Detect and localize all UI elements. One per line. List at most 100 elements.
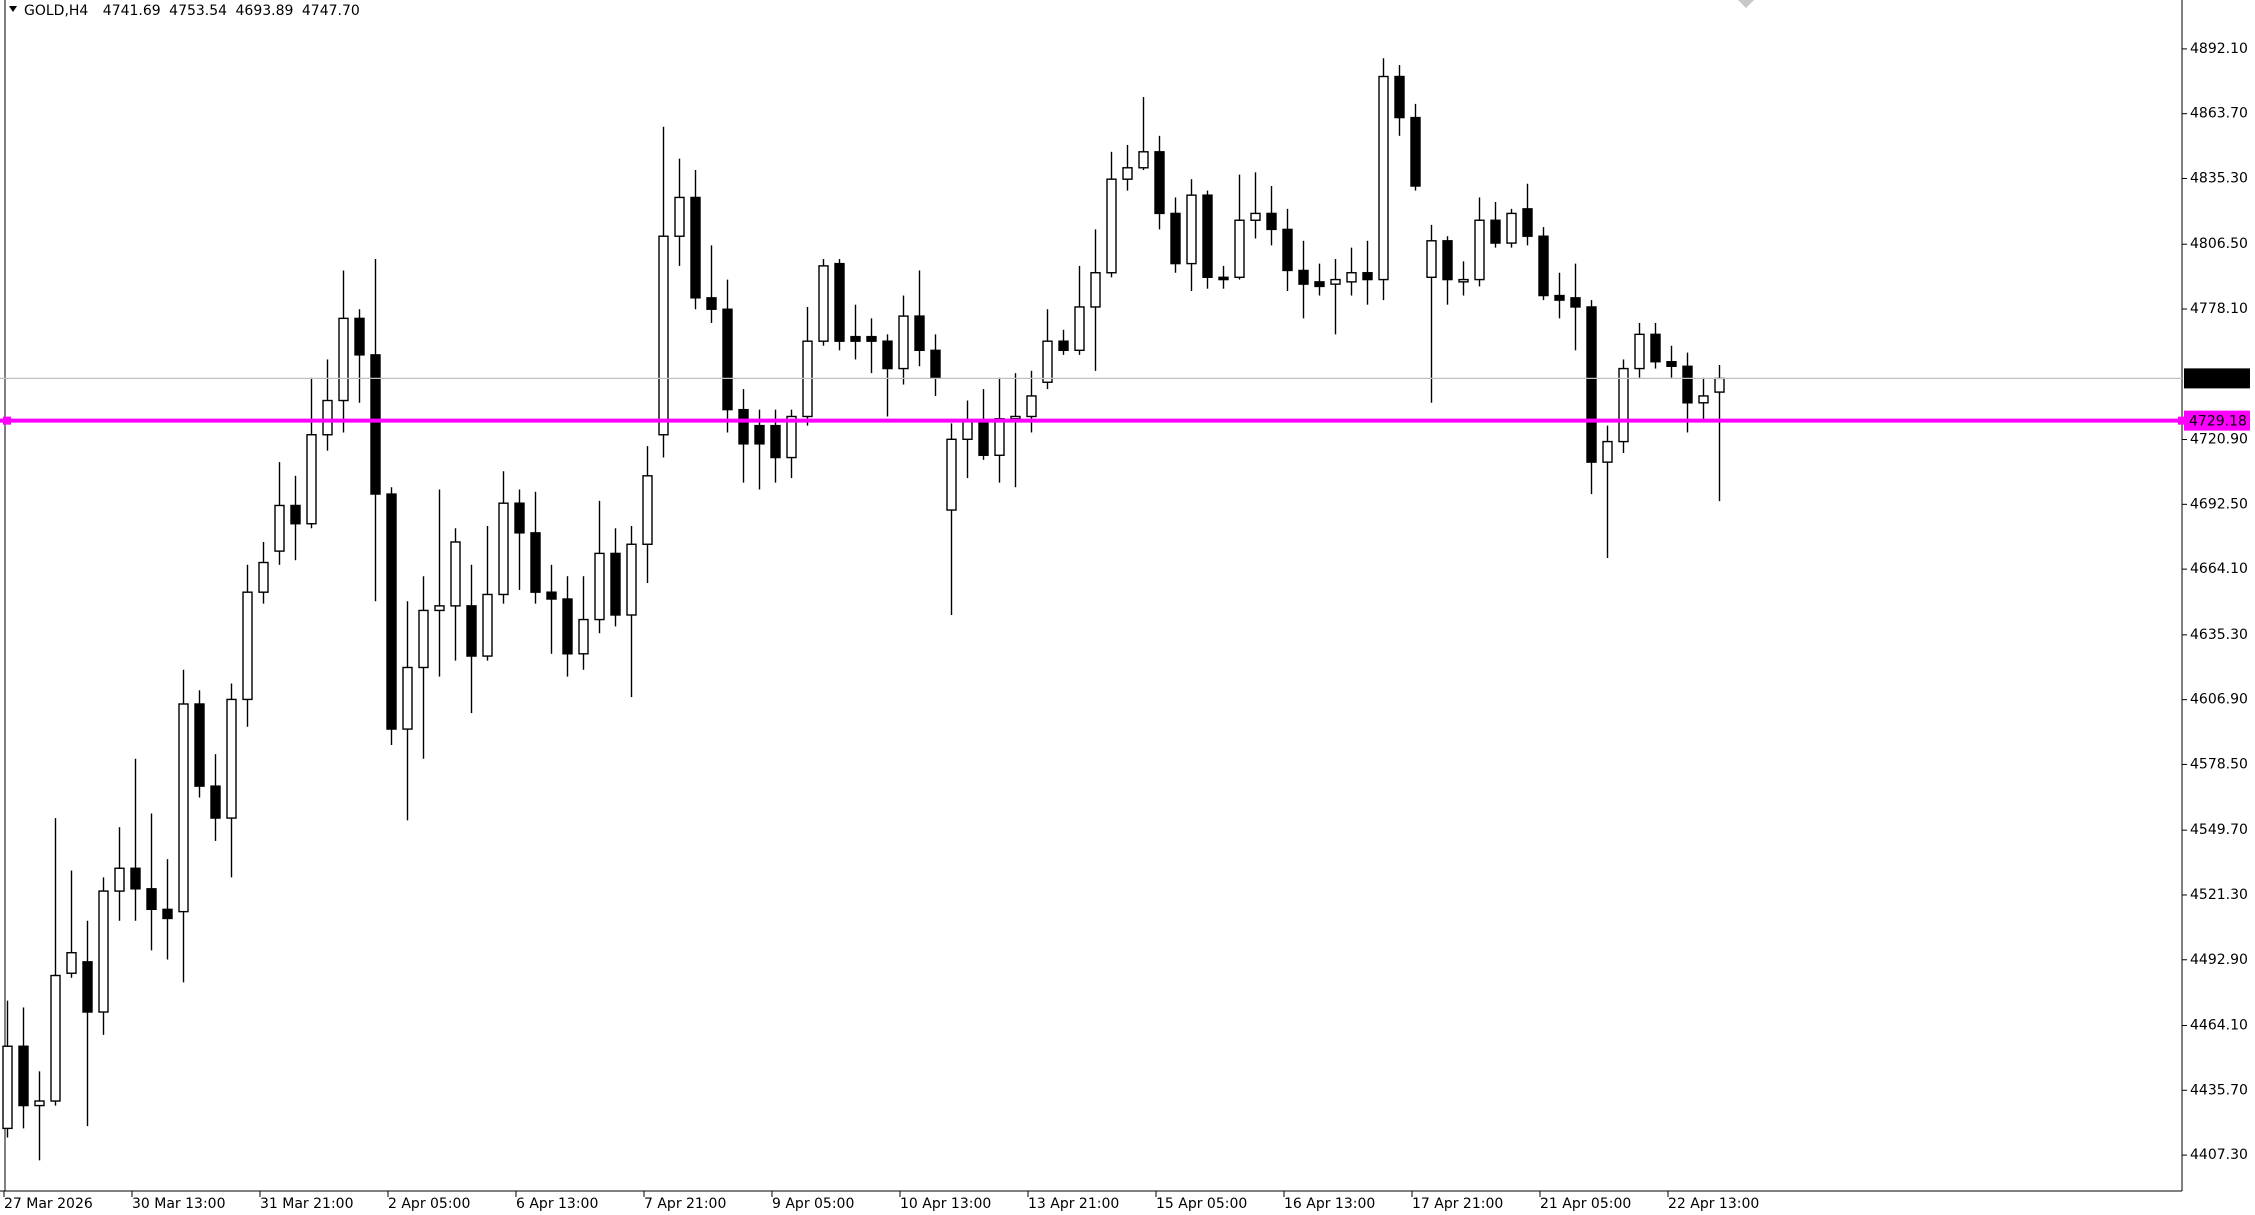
header-open: 4741.69 (103, 3, 161, 19)
candle-body (930, 349, 941, 379)
y-tick-label: 4435.70 (2190, 1082, 2248, 1098)
candle-body (1362, 272, 1373, 281)
candle-body (706, 297, 717, 310)
y-tick-label: 4692.50 (2190, 496, 2248, 512)
candle-body (1090, 272, 1101, 308)
y-tick-label: 4664.10 (2190, 561, 2248, 577)
candle-body (690, 196, 701, 299)
candle-body (722, 308, 733, 411)
candle-body (962, 420, 973, 441)
candle-body (274, 504, 285, 552)
candle-body (1442, 240, 1453, 281)
price-line-handle (2178, 416, 2186, 425)
candle-body (1346, 272, 1357, 283)
candle-body (1394, 75, 1405, 119)
candle-body (1218, 276, 1229, 281)
candle-body (1554, 294, 1565, 301)
candle-body (1634, 333, 1645, 370)
chart-header: GOLD,H4 4741.69 4753.54 4693.89 4747.70 (24, 3, 360, 19)
candle-body (850, 335, 861, 342)
candle-body (1490, 219, 1501, 244)
candle-body (1602, 440, 1613, 463)
candle-body (322, 399, 333, 436)
header-close: 4747.70 (302, 3, 360, 19)
candle-body (882, 340, 893, 370)
candle-body (498, 502, 509, 596)
candle-body (1538, 235, 1549, 297)
y-tick-label: 4863.70 (2190, 106, 2248, 122)
candle-body (146, 888, 157, 911)
y-tick-label: 4606.90 (2190, 692, 2248, 708)
x-tick-label: 16 Apr 13:00 (1284, 1196, 1375, 1212)
candle-body (658, 235, 669, 436)
candle-body (1474, 219, 1485, 281)
candle-body (226, 698, 237, 819)
header-low: 4693.89 (236, 3, 294, 19)
x-tick-label: 2 Apr 05:00 (388, 1196, 470, 1212)
candle-body (1106, 178, 1117, 274)
candle-body (546, 591, 557, 600)
candle-body (1202, 194, 1213, 278)
candle-body (1378, 75, 1389, 281)
candle-body (1058, 340, 1069, 352)
candle-body (1170, 212, 1181, 265)
x-tick-label: 17 Apr 21:00 (1412, 1196, 1503, 1212)
candle-body (1282, 228, 1293, 272)
candle-body (1138, 151, 1149, 169)
candle-body (210, 785, 221, 819)
price-label: 4729.18 (2189, 414, 2247, 430)
y-tick-label: 4892.10 (2190, 41, 2248, 57)
candle-body (994, 418, 1005, 456)
y-tick-label: 4720.90 (2190, 432, 2248, 448)
candle-body (1714, 377, 1725, 393)
candle-body (386, 493, 397, 730)
candle-body (1250, 212, 1261, 221)
y-tick-label: 4407.30 (2190, 1147, 2248, 1163)
candle-body (1298, 269, 1309, 285)
candle-body (914, 315, 925, 352)
candle-body (818, 265, 829, 342)
candle-body (258, 561, 269, 593)
candle-body (482, 593, 493, 657)
x-tick-label: 15 Apr 05:00 (1156, 1196, 1247, 1212)
candle-body (674, 196, 685, 237)
candle-body (1698, 395, 1709, 404)
candle-body (626, 543, 637, 616)
y-tick-label: 4464.10 (2190, 1017, 2248, 1033)
candle-body (1026, 395, 1037, 418)
candle-body (562, 598, 573, 655)
candle-body (1410, 116, 1421, 187)
candle-body (178, 703, 189, 913)
candle-body (1682, 365, 1693, 404)
candle-body (1186, 194, 1197, 265)
y-tick-label: 4635.30 (2190, 627, 2248, 643)
header-high: 4753.54 (169, 3, 227, 19)
candle-body (1506, 212, 1517, 244)
candle-body (114, 867, 125, 892)
candle-body (1010, 415, 1021, 420)
candle-body (1330, 278, 1341, 285)
candle-body (834, 262, 845, 342)
candle-body (514, 502, 525, 534)
candle-body (578, 618, 589, 655)
candle-body (1266, 212, 1277, 231)
y-tick-label: 4521.30 (2190, 887, 2248, 903)
candle-body (898, 315, 909, 370)
candle-body (1042, 340, 1053, 383)
candle-body (1122, 167, 1133, 180)
y-tick-label: 4549.70 (2190, 822, 2248, 838)
candle-body (786, 415, 797, 459)
candle-body (338, 317, 349, 402)
candle-body (130, 867, 141, 890)
menu-arrow[interactable] (9, 6, 17, 12)
x-tick-label: 21 Apr 05:00 (1540, 1196, 1631, 1212)
candle-body (18, 1045, 29, 1107)
candle-body (418, 609, 429, 669)
candle-body (354, 317, 365, 356)
candle-body (1074, 306, 1085, 352)
candle-body (1570, 297, 1581, 308)
candle-body (866, 335, 877, 342)
price-label-box (2184, 368, 2250, 389)
